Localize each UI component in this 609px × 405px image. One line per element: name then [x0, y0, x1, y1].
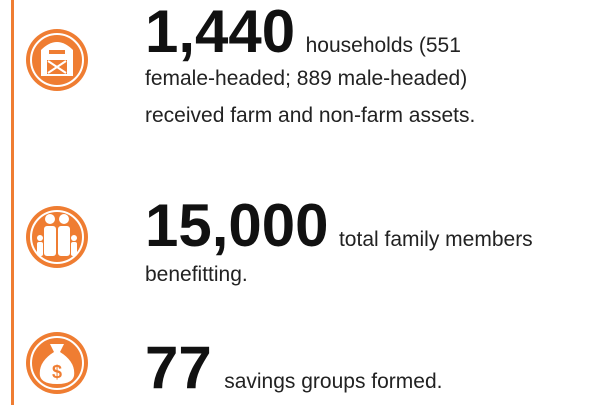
- stat-text: total family members: [339, 228, 533, 251]
- stat-number: 1,440: [145, 0, 295, 65]
- item-2: 15,000 total family members: [145, 192, 533, 259]
- stat-text: benefitting.: [145, 263, 248, 286]
- stat-text: savings groups formed.: [224, 370, 442, 393]
- svg-text:$: $: [52, 362, 62, 382]
- item-3: 77 savings groups formed.: [145, 334, 442, 401]
- barn-icon: [26, 29, 88, 91]
- money-bag-icon: $: [26, 332, 88, 394]
- stat-text: female-headed; 889 male-headed): [145, 67, 467, 90]
- side-rule: [11, 0, 14, 405]
- stat-text: received farm and non-farm assets.: [145, 104, 475, 127]
- stat-number: 77: [145, 334, 212, 401]
- stat-text: households (551: [306, 34, 461, 57]
- family-icon: [26, 206, 88, 268]
- item-1: 1,440 households (551: [145, 0, 461, 65]
- stat-number: 15,000: [145, 192, 329, 259]
